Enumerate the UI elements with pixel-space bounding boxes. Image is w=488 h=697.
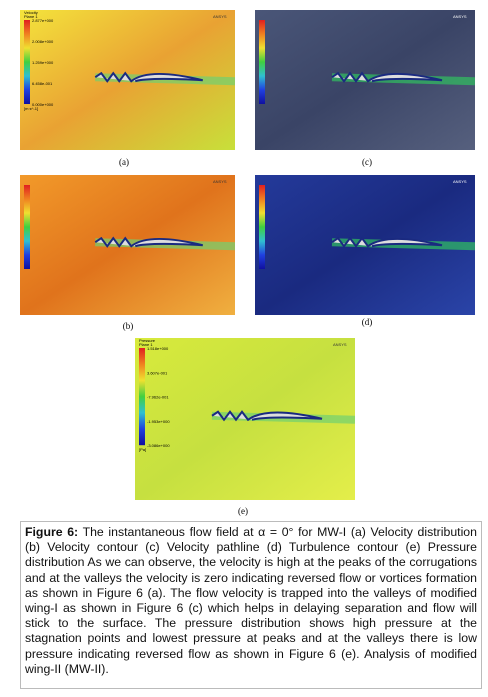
panel-label: (a) (119, 157, 129, 167)
panel-label: (e) (238, 506, 248, 516)
legend-bar (24, 20, 30, 104)
legend-title: Pressure (139, 338, 156, 343)
wing (331, 236, 443, 248)
wing (211, 410, 323, 422)
panel-label: (c) (362, 157, 372, 167)
panel-label: (d) (361, 317, 373, 327)
legend-label: 1.259e+000 (32, 60, 54, 65)
cfd-image: ANSYS (255, 10, 475, 150)
caption: Figure 6: The instantaneous flow field a… (20, 521, 482, 689)
legend-label: -3.086e+000 (147, 443, 170, 448)
legend-label: 2.008e+000 (32, 39, 54, 44)
legend-bar (139, 348, 145, 446)
legend-bar (259, 20, 265, 104)
legend-label: 1.518e+000 (147, 346, 169, 351)
legend-unit: [m s^-1] (24, 106, 38, 111)
legend-title: Plane 1 (24, 14, 38, 19)
cfd-image: ANSYS (255, 175, 475, 315)
wing (94, 236, 203, 248)
legend-unit: [Pa] (139, 447, 146, 452)
legend-label: 2.877e+000 (32, 18, 54, 23)
legend-title: Velocity (24, 10, 38, 15)
legend-label: 3.607e-001 (147, 370, 168, 375)
panel-label: (b) (122, 321, 134, 331)
legend-label: 6.458e-001 (32, 81, 53, 86)
cfd-image: ANSYS (20, 175, 235, 315)
logo: ANSYS (453, 14, 467, 19)
wing (331, 71, 443, 83)
legend-label: 0.000e+000 (32, 102, 54, 107)
legend-label: -7.962e-001 (147, 395, 169, 400)
caption-text: The instantaneous flow field at α = 0° f… (25, 525, 477, 676)
wing (94, 71, 203, 83)
legend-bar (24, 185, 30, 269)
legend-bar (259, 185, 265, 269)
figure-label: Figure 6: (25, 525, 79, 539)
logo: ANSYS (213, 14, 227, 19)
logo: ANSYS (453, 179, 467, 184)
logo: ANSYS (213, 179, 227, 184)
legend-title: Plane 1 (139, 342, 153, 347)
legend-label: -1.953e+000 (147, 419, 170, 424)
logo: ANSYS (333, 342, 347, 347)
